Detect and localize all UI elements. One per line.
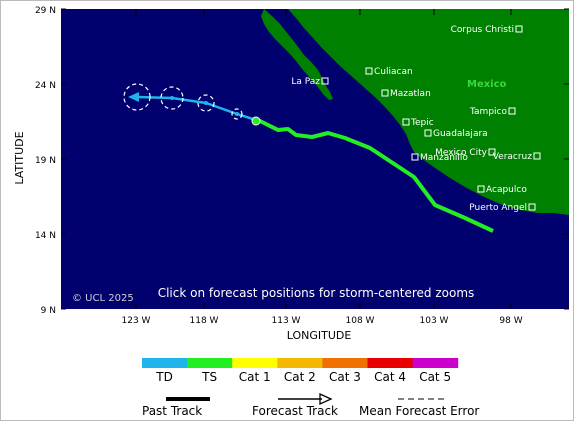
lon-tick-label: 103 W xyxy=(420,316,449,326)
forecast-position-point[interactable] xyxy=(170,96,174,100)
forecast-position-point[interactable] xyxy=(235,112,239,116)
intensity-label: Cat 1 xyxy=(239,370,271,384)
city-label: Tepic xyxy=(410,118,434,128)
forecast-arrow-head xyxy=(128,92,139,102)
forecast-error-circle[interactable] xyxy=(231,108,243,120)
city-label: Mazatlan xyxy=(390,89,431,99)
city-marker xyxy=(411,153,419,161)
lon-tick-label: 123 W xyxy=(122,316,151,326)
lat-tick-label: 19 N xyxy=(35,156,56,166)
intensity-label: Cat 3 xyxy=(329,370,361,384)
city-marker xyxy=(488,148,496,156)
x-axis-title: LONGITUDE xyxy=(287,329,352,342)
forecast-error-circle[interactable] xyxy=(197,94,215,112)
city-marker xyxy=(515,25,523,33)
legend-mean-forecast-error: Mean Forecast Error xyxy=(359,404,480,418)
axis-ticks xyxy=(61,8,569,310)
current-position-marker[interactable] xyxy=(251,116,261,126)
city-label: Tampico xyxy=(469,107,507,117)
city-label: La Paz xyxy=(291,77,320,87)
intensity-color-bar: TD TS Cat 1 Cat 2 Cat 3 Cat 4 Cat 5 xyxy=(142,358,459,384)
forecast-error-circle[interactable] xyxy=(160,86,184,110)
intensity-swatch xyxy=(322,358,368,368)
islas-marias xyxy=(409,107,415,111)
lat-tick-label: 9 N xyxy=(41,306,56,316)
forecast-error-circle[interactable] xyxy=(123,83,151,111)
intensity-label: TD xyxy=(155,370,173,384)
longitude-tick-labels: 123 W 118 W 113 W 108 W 103 W 98 W xyxy=(122,316,523,326)
intensity-swatch xyxy=(187,358,233,368)
coastal-island xyxy=(538,149,544,153)
lat-tick-label: 29 N xyxy=(35,6,56,16)
lon-tick-label: 108 W xyxy=(346,316,375,326)
intensity-swatch xyxy=(277,358,323,368)
lat-tick-label: 24 N xyxy=(35,81,56,91)
city-marker xyxy=(402,118,410,126)
city-label: Guadalajara xyxy=(433,129,488,139)
copyright-note: © UCL 2025 xyxy=(72,293,134,304)
mexico-mainland-landmass xyxy=(288,9,569,215)
lon-tick-label: 113 W xyxy=(272,316,301,326)
intensity-label: Cat 5 xyxy=(419,370,451,384)
intensity-label: TS xyxy=(201,370,217,384)
country-label-mexico: Mexico xyxy=(467,79,507,90)
city-label: Mexico City xyxy=(435,148,488,158)
city-marker xyxy=(508,107,516,115)
lon-tick-label: 118 W xyxy=(190,316,219,326)
city-label: Puerto Angel xyxy=(469,203,527,213)
intensity-swatch xyxy=(367,358,414,368)
baja-california-landmass xyxy=(261,9,333,100)
y-axis-title: LATITUDE xyxy=(13,131,26,184)
city-marker xyxy=(381,89,389,97)
intensity-swatch xyxy=(412,358,459,368)
intensity-swatch xyxy=(232,358,278,368)
forecast-track-arrow-sample xyxy=(319,392,333,406)
city-label: Veracruz xyxy=(493,152,533,162)
zoom-instruction: Click on forecast positions for storm-ce… xyxy=(158,286,475,300)
past-track-line xyxy=(255,118,494,233)
intensity-label: Cat 4 xyxy=(374,370,406,384)
city-label: Corpus Christi xyxy=(451,25,514,35)
legend-past-track: Past Track xyxy=(142,404,203,418)
legend-forecast-track: Forecast Track xyxy=(252,404,338,418)
forecast-error-circles xyxy=(123,83,243,120)
city-label: Culiacan xyxy=(374,67,413,77)
city-marker xyxy=(477,185,485,193)
city-marker xyxy=(365,67,373,75)
latitude-tick-labels: 29 N 24 N 19 N 14 N 9 N xyxy=(35,6,56,316)
lat-tick-label: 14 N xyxy=(35,231,56,241)
city-marker xyxy=(528,203,536,211)
city-marker xyxy=(424,129,432,137)
forecast-position-point[interactable] xyxy=(135,95,139,99)
city-marker xyxy=(533,152,541,160)
city-labels: Corpus Christi Culiacan La Paz Mazatlan Tamp… xyxy=(291,25,541,213)
city-label: Acapulco xyxy=(486,185,527,195)
city-marker xyxy=(321,77,329,85)
intensity-swatch xyxy=(142,358,188,368)
intensity-label: Cat 2 xyxy=(284,370,316,384)
lon-tick-label: 98 W xyxy=(499,316,522,326)
city-label: Manzanillo xyxy=(420,153,468,163)
forecast-position-point[interactable] xyxy=(204,101,208,105)
